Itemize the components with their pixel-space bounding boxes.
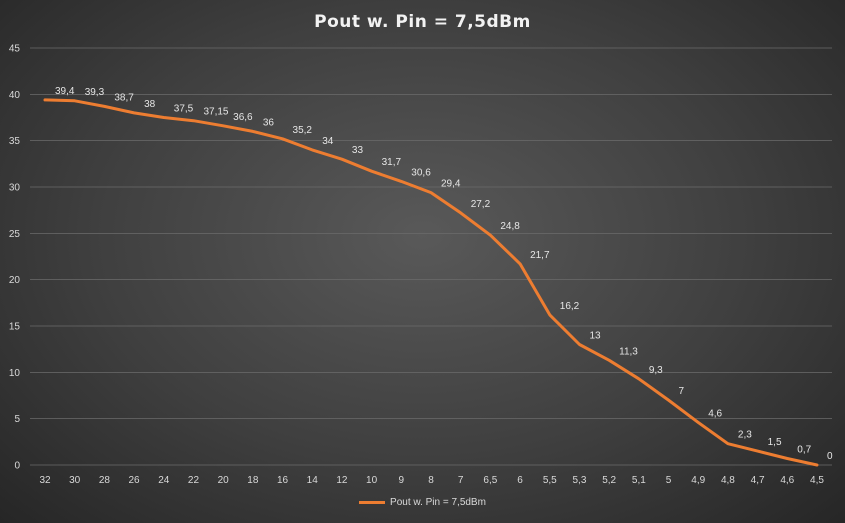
data-label: 29,4 (441, 179, 461, 190)
data-label: 11,3 (619, 346, 638, 357)
x-tick-label: 10 (366, 475, 378, 486)
x-tick-label: 7 (458, 475, 464, 486)
data-labels: 39,4 39,3 38,7 38 37,5 37,15 36,6 36 35,2 34 33 31,… (55, 86, 833, 462)
y-tick-label: 5 (14, 414, 20, 425)
x-tick-label: 4,5 (810, 475, 824, 486)
data-label: 33 (352, 145, 364, 156)
data-label: 37,15 (203, 107, 228, 118)
x-tick-label: 8 (428, 475, 434, 486)
x-tick-label: 5,3 (573, 475, 587, 486)
y-tick-label: 45 (9, 44, 21, 55)
chart-title: Pout w. Pin = 7,5dBm (314, 12, 531, 32)
y-tick-label: 20 (9, 275, 21, 286)
data-label: 24,8 (500, 221, 520, 232)
y-tick-label: 25 (9, 229, 21, 240)
data-label: 36,6 (233, 112, 253, 123)
y-tick-label: 30 (9, 183, 21, 194)
x-tick-label: 6,5 (483, 475, 497, 486)
x-tick-label: 5,5 (543, 475, 557, 486)
y-tick-label: 35 (9, 136, 21, 147)
data-label: 38,7 (114, 92, 134, 103)
data-label: 21,7 (530, 250, 550, 261)
y-tick-label: 0 (14, 461, 20, 472)
data-label: 1,5 (768, 437, 782, 448)
x-tick-label: 26 (129, 475, 141, 486)
data-label: 35,2 (293, 125, 313, 136)
x-tick-label: 28 (99, 475, 111, 486)
data-label: 39,3 (85, 87, 105, 98)
x-tick-label: 12 (336, 475, 348, 486)
data-label: 7 (679, 386, 685, 397)
x-tick-label: 30 (69, 475, 81, 486)
data-label: 4,6 (708, 408, 722, 419)
y-axis-ticks: 0 5 10 15 20 25 30 35 40 45 (9, 44, 21, 472)
x-tick-label: 4,6 (780, 475, 794, 486)
x-tick-label: 18 (247, 475, 259, 486)
x-tick-label: 22 (188, 475, 200, 486)
data-label: 38 (144, 99, 156, 110)
x-tick-label: 20 (218, 475, 230, 486)
x-tick-label: 5 (666, 475, 672, 486)
y-tick-label: 10 (9, 368, 21, 379)
x-tick-label: 5,1 (632, 475, 646, 486)
data-label: 16,2 (560, 301, 580, 312)
x-tick-label: 9 (399, 475, 405, 486)
legend-swatch (359, 501, 386, 504)
data-label: 0,7 (797, 445, 811, 456)
x-tick-label: 4,7 (751, 475, 765, 486)
x-tick-label: 6 (517, 475, 523, 486)
legend-label: Pout w. Pin = 7,5dBm (390, 497, 486, 508)
x-tick-label: 24 (158, 475, 170, 486)
series-line (43, 98, 819, 467)
data-label: 36 (263, 117, 275, 128)
data-label: 13 (589, 331, 601, 342)
gridlines (30, 47, 832, 466)
data-label: 39,4 (55, 86, 75, 97)
data-label: 30,6 (411, 167, 431, 178)
data-label: 9,3 (649, 365, 663, 376)
data-label: 27,2 (471, 199, 491, 210)
x-tick-label: 14 (307, 475, 319, 486)
data-label: 2,3 (738, 430, 752, 441)
x-tick-label: 5,2 (602, 475, 616, 486)
x-tick-label: 4,9 (691, 475, 705, 486)
y-tick-label: 15 (9, 322, 21, 333)
data-label: 0 (827, 451, 833, 462)
x-axis-ticks: 32 30 28 26 24 22 20 18 16 14 12 10 9 8 7 6,5 6 5,5 5,3 5,2… (39, 475, 824, 486)
data-label: 34 (322, 136, 334, 147)
y-tick-label: 40 (9, 90, 21, 101)
x-tick-label: 16 (277, 475, 289, 486)
legend: Pout w. Pin = 7,5dBm (0, 497, 845, 508)
x-tick-label: 4,8 (721, 475, 735, 486)
data-label: 31,7 (382, 157, 402, 168)
data-label: 37,5 (174, 104, 194, 115)
x-tick-label: 32 (39, 475, 51, 486)
